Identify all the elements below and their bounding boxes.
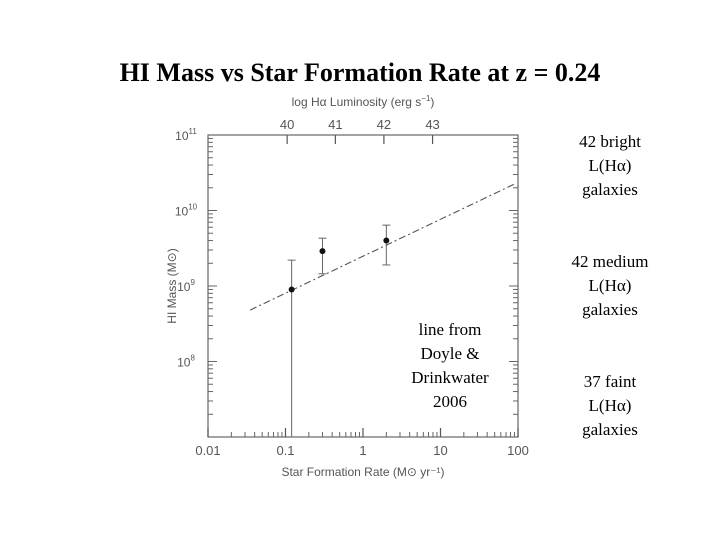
top-tick-label: 43	[425, 117, 439, 132]
line-note-line3: Drinkwater	[411, 368, 489, 387]
data-point	[383, 237, 390, 244]
top-tick-label: 41	[328, 117, 342, 132]
x-axis-label: Star Formation Rate (M⊙ yr⁻¹)	[281, 465, 444, 479]
x-tick-label: 10	[433, 443, 447, 458]
data-point	[288, 286, 295, 293]
slide-title: HI Mass vs Star Formation Rate at z = 0.…	[119, 58, 601, 87]
annotation-medium-line2: L(Hα)	[588, 276, 632, 295]
line-note-line1: line from	[418, 320, 482, 339]
line-note-line4: 2006	[433, 392, 467, 411]
top-tick-label: 40	[280, 117, 294, 132]
line-note: line from Doyle & Drinkwater 2006	[395, 318, 505, 414]
y-tick-label: 1011	[175, 127, 197, 143]
top-axis-label: log Hα Luminosity (erg s−1)	[292, 94, 435, 109]
chart: log Hα Luminosity (erg s−1) 40 41 42 43 0.0…	[165, 94, 529, 479]
x-tick-label: 0.1	[276, 443, 294, 458]
data-point	[319, 248, 326, 255]
annotation-faint-line2: L(Hα)	[588, 396, 632, 415]
annotation-faint: 37 faint L(Hα) galaxies	[560, 370, 660, 442]
y-tick-label: 109	[177, 278, 195, 294]
top-axis-title: log Hα Luminosity (erg s−1)	[292, 94, 435, 109]
x-tick-label: 1	[359, 443, 366, 458]
annotation-bright-line2: L(Hα)	[588, 156, 632, 175]
top-tick-label: 42	[377, 117, 391, 132]
annotation-medium: 42 medium L(Hα) galaxies	[560, 250, 660, 322]
annotation-bright: 42 bright L(Hα) galaxies	[560, 130, 660, 202]
y-axis-label: HI Mass (M⊙)	[165, 248, 179, 323]
x-tick-label: 100	[507, 443, 529, 458]
annotation-medium-line3: galaxies	[582, 300, 638, 319]
annotation-bright-line3: galaxies	[582, 180, 638, 199]
annotation-faint-line1: 37 faint	[583, 372, 637, 391]
y-tick-label: 1010	[175, 203, 198, 219]
annotation-bright-line1: 42 bright	[579, 132, 641, 151]
annotation-medium-line1: 42 medium	[571, 252, 649, 271]
x-tick-label: 0.01	[195, 443, 220, 458]
annotation-faint-line3: galaxies	[582, 420, 638, 439]
y-tick-label: 108	[177, 354, 195, 370]
line-note-line2: Doyle &	[420, 344, 480, 363]
